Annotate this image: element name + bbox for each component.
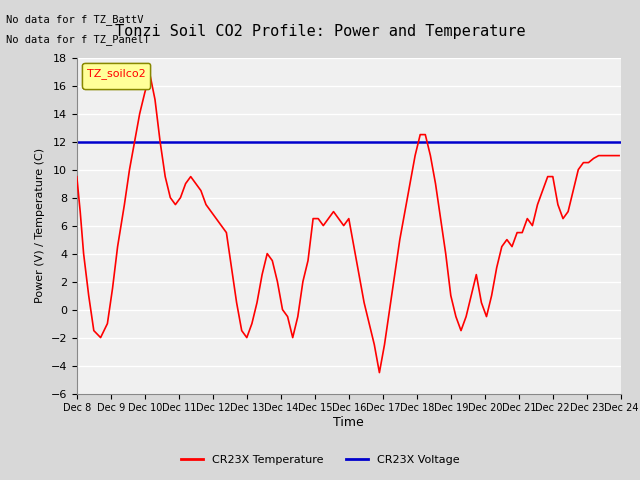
Text: No data for f TZ_PanelT: No data for f TZ_PanelT <box>6 34 150 45</box>
Text: Tonzi Soil CO2 Profile: Power and Temperature: Tonzi Soil CO2 Profile: Power and Temper… <box>115 24 525 39</box>
Legend: CR23X Temperature, CR23X Voltage: CR23X Temperature, CR23X Voltage <box>176 451 464 469</box>
X-axis label: Time: Time <box>333 416 364 429</box>
Legend:  <box>83 63 150 88</box>
Y-axis label: Power (V) / Temperature (C): Power (V) / Temperature (C) <box>35 148 45 303</box>
Text: No data for f TZ_BattV: No data for f TZ_BattV <box>6 14 144 25</box>
